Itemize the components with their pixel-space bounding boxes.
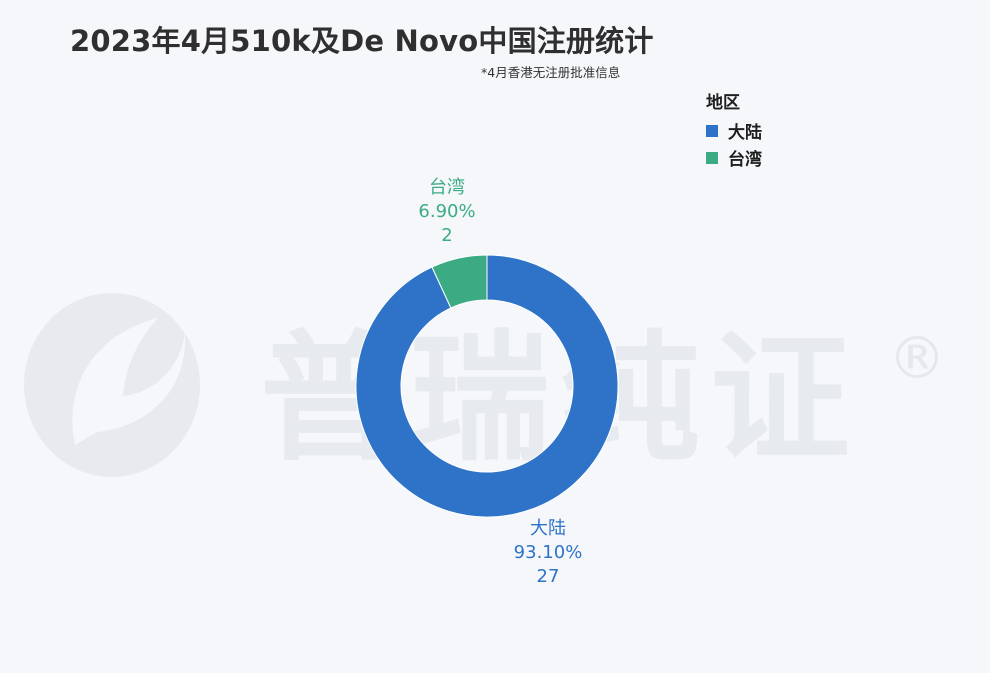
slice-label-mainland-percent: 93.10% xyxy=(513,542,583,563)
legend-swatch-taiwan xyxy=(706,151,718,164)
donut-slice-mainland[interactable] xyxy=(355,254,619,518)
legend-item-mainland[interactable]: 大陆 xyxy=(706,117,762,144)
slice-label-taiwan-percent: 6.90% xyxy=(418,201,476,222)
chart-title: 2023年4月510k及De Novo中国注册统计 xyxy=(70,24,654,58)
chart-subtitle: *4月香港无注册批准信息 xyxy=(481,65,621,80)
slice-label-mainland-name: 大陆 xyxy=(530,518,566,539)
slice-label-mainland-value: 27 xyxy=(536,566,560,587)
legend-title: 地区 xyxy=(706,93,740,113)
slice-label-taiwan-value: 2 xyxy=(441,225,453,246)
legend-swatch-mainland xyxy=(706,124,718,137)
label-mainland: 大陆 93.10% 27 xyxy=(493,517,603,589)
legend: 地区 大陆 台湾 xyxy=(706,88,762,171)
legend-label-taiwan: 台湾 xyxy=(728,150,762,170)
legend-label-mainland: 大陆 xyxy=(728,123,762,143)
label-taiwan: 台湾 6.90% 2 xyxy=(392,176,502,248)
legend-item-taiwan[interactable]: 台湾 xyxy=(706,144,762,171)
donut-slices xyxy=(355,254,619,518)
slice-label-taiwan-name: 台湾 xyxy=(429,177,465,198)
donut-slice-taiwan[interactable] xyxy=(431,254,488,309)
